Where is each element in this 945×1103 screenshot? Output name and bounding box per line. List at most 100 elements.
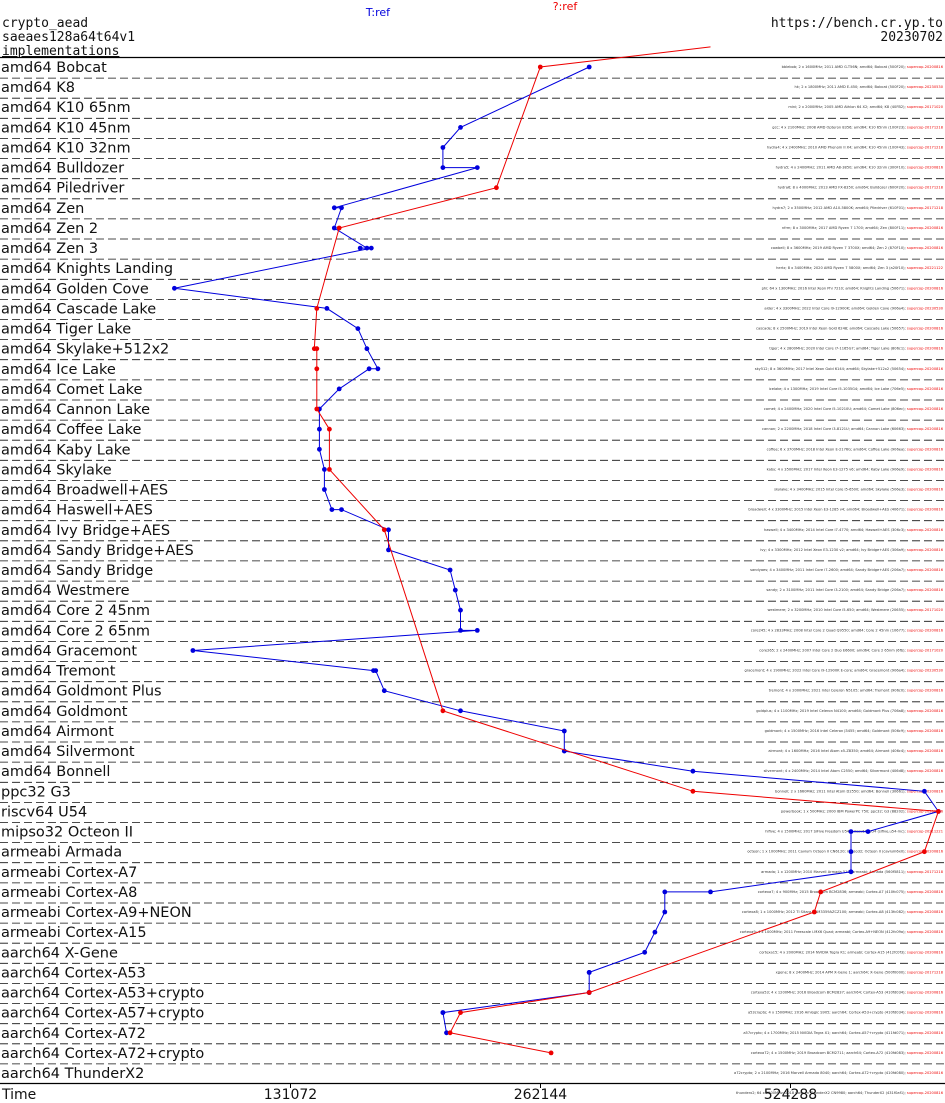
machine-note: octeon; 1 x 1000MHz; 2011 Cavium Octeon … [747, 850, 943, 854]
data-point [811, 909, 817, 915]
machine-note: a57crypto; 4 x 1700MHz; 2015 NVIDIA Tegr… [743, 1031, 943, 1035]
category-label: amd64 Core 2 65nm [1, 623, 150, 639]
data-point [324, 306, 330, 311]
category-separators [0, 77, 945, 1065]
data-point [314, 406, 320, 412]
machine-note: cannon; 2 x 2200MHz; 2018 Intel Core i3-… [762, 427, 944, 431]
machine-note: core265; 2 x 2400MHz; 2007 Intel Core 2 … [759, 649, 943, 653]
data-point [662, 889, 668, 895]
site-url: https://bench.cr.yp.to [771, 16, 943, 31]
date-stamp: 20230702 [880, 30, 943, 45]
machine-note: comet; 4 x 2400MHz; 2020 Intel Core i5-1… [764, 407, 944, 411]
category-label: amd64 Tiger Lake [1, 322, 131, 338]
category-label: amd64 Coffee Lake [1, 422, 142, 438]
category-label: amd64 Zen [1, 201, 84, 217]
category-label: armeabi Cortex-A8 [1, 885, 137, 901]
data-point [339, 507, 344, 512]
data-point [172, 285, 177, 291]
header: crypto_aead saeaes128a64t64v1 implementa… [2, 16, 943, 59]
category-label: amd64 Bonnell [1, 764, 110, 780]
machine-note: cortexa9; 4 x 1000MHz; 2011 Freescale i.… [740, 930, 944, 934]
implementations-link[interactable]: implementations [2, 44, 119, 59]
data-point [708, 889, 713, 895]
category-label: amd64 Tremont [1, 664, 116, 680]
machine-note: silvermont; 4 x 2400MHz; 2014 Intel Atom… [764, 769, 944, 773]
category-label: amd64 Golden Cove [1, 281, 149, 297]
machine-note: cortexa7; 4 x 900MHz; 2015 Broadcom BCM2… [758, 890, 944, 894]
machine-note: armada; 1 x 1200MHz; 2010 Marvell Armada… [761, 870, 944, 874]
data-point [458, 125, 463, 130]
data-point [652, 929, 658, 935]
data-point [586, 990, 592, 995]
primitive-name: crypto_aead [2, 16, 88, 31]
data-point [381, 527, 387, 533]
data-point [317, 426, 322, 432]
data-point [818, 889, 824, 895]
category-label: amd64 Sandy Bridge+AES [1, 543, 194, 559]
machine-note: coffee; 6 x 3700MHz; 2018 Intel Xeon E-2… [767, 447, 944, 451]
data-point [458, 708, 463, 714]
data-point [364, 245, 370, 251]
category-label: amd64 Broadwell+AES [1, 483, 168, 499]
category-label: amd64 Silvermont [1, 744, 135, 760]
category-label: armeabi Armada [1, 845, 122, 861]
machine-note: alder; 4 x 3300MHz; 2022 Intel Core i9-1… [764, 306, 943, 310]
legend-entry: T:ref [365, 6, 391, 19]
category-label: ppc32 G3 [1, 784, 71, 800]
category-label: amd64 K10 45nm [1, 120, 131, 136]
data-point [586, 64, 592, 70]
data-point [848, 869, 854, 875]
machine-notes: bblebob; 2 x 1600MHz; 2011 AMD G-T56N; a… [734, 65, 944, 1095]
machine-note: broadwell; 4 x 3300MHz; 2015 Intel Xeon … [748, 508, 943, 512]
machine-note: goldplus; 4 x 1100MHz; 2019 Intel Celero… [756, 709, 943, 713]
data-point [642, 949, 648, 955]
data-point [458, 607, 463, 613]
data-point [922, 788, 927, 794]
data-point [690, 788, 696, 794]
category-label: amd64 Airmont [1, 724, 114, 740]
machine-note: thunderx2; 64 x 2500MHz; 2018 Cavium Thu… [736, 1091, 944, 1095]
category-label: amd64 Ice Lake [1, 362, 116, 378]
machine-note: westmere; 2 x 3200MHz; 2010 Intel Core i… [767, 608, 943, 612]
machine-note: cortexa53; 4 x 1200MHz; 2016 Broadcom BC… [751, 991, 944, 995]
data-point [452, 587, 458, 593]
machine-note: goldmont; 4 x 1500MHz; 2016 Intel Celero… [765, 729, 944, 733]
machine-note: powerbook; 1 x 500MHz; 2000 IBM PowerPC … [781, 809, 944, 813]
data-point [537, 64, 543, 70]
data-point [386, 527, 391, 533]
category-label: amd64 Core 2 45nm [1, 603, 150, 619]
category-label: amd64 K8 [1, 80, 75, 96]
category-label: amd64 Piledriver [1, 181, 124, 197]
data-point [386, 547, 391, 553]
data-point [865, 829, 871, 834]
machine-note: hifive; 4 x 1500MHz; 2017 SiFive Freedom… [765, 830, 943, 834]
category-labels: amd64 Bobcat amd64 K8 amd64 K10 65nm amd64 … [1, 60, 204, 1082]
x-axis: Time 131072 262144 524288 [1, 1083, 817, 1103]
category-label: aarch64 ThunderX2 [1, 1066, 144, 1082]
category-label: aarch64 X-Gene [1, 945, 118, 961]
category-label: amd64 Bobcat [1, 60, 107, 76]
category-label: aarch64 Cortex-A53+crypto [1, 986, 204, 1002]
data-point [936, 809, 941, 814]
data-point [440, 165, 446, 171]
data-point [662, 909, 668, 915]
category-label: amd64 Comet Lake [1, 382, 142, 398]
category-label: amd64 Ivy Bridge+AES [1, 523, 170, 539]
data-point [339, 205, 344, 211]
data-point [586, 970, 592, 975]
data-point [355, 326, 361, 331]
category-label: amd64 Goldmont [1, 704, 128, 720]
data-point [447, 1030, 453, 1036]
machine-note: sandyaes; 4 x 3400MHz; 2011 Intel Core i… [750, 568, 944, 572]
category-label: amd64 Knights Landing [1, 261, 173, 277]
data-point [494, 185, 499, 191]
legend-entry: ?:ref [553, 0, 579, 13]
x-axis-label: Time [1, 1087, 36, 1103]
data-point [336, 225, 342, 231]
machine-note: gcc; 4 x 2100MHz; 2008 AMD Opteron 8356;… [772, 125, 943, 129]
implementation-name: saeaes128a64t64v1 [2, 30, 135, 45]
machine-note: skylake; 4 x 3400MHz; 2015 Intel Core i5… [774, 488, 944, 492]
data-point [314, 346, 320, 352]
data-point [375, 366, 381, 372]
category-label: amd64 Haswell+AES [1, 503, 153, 519]
